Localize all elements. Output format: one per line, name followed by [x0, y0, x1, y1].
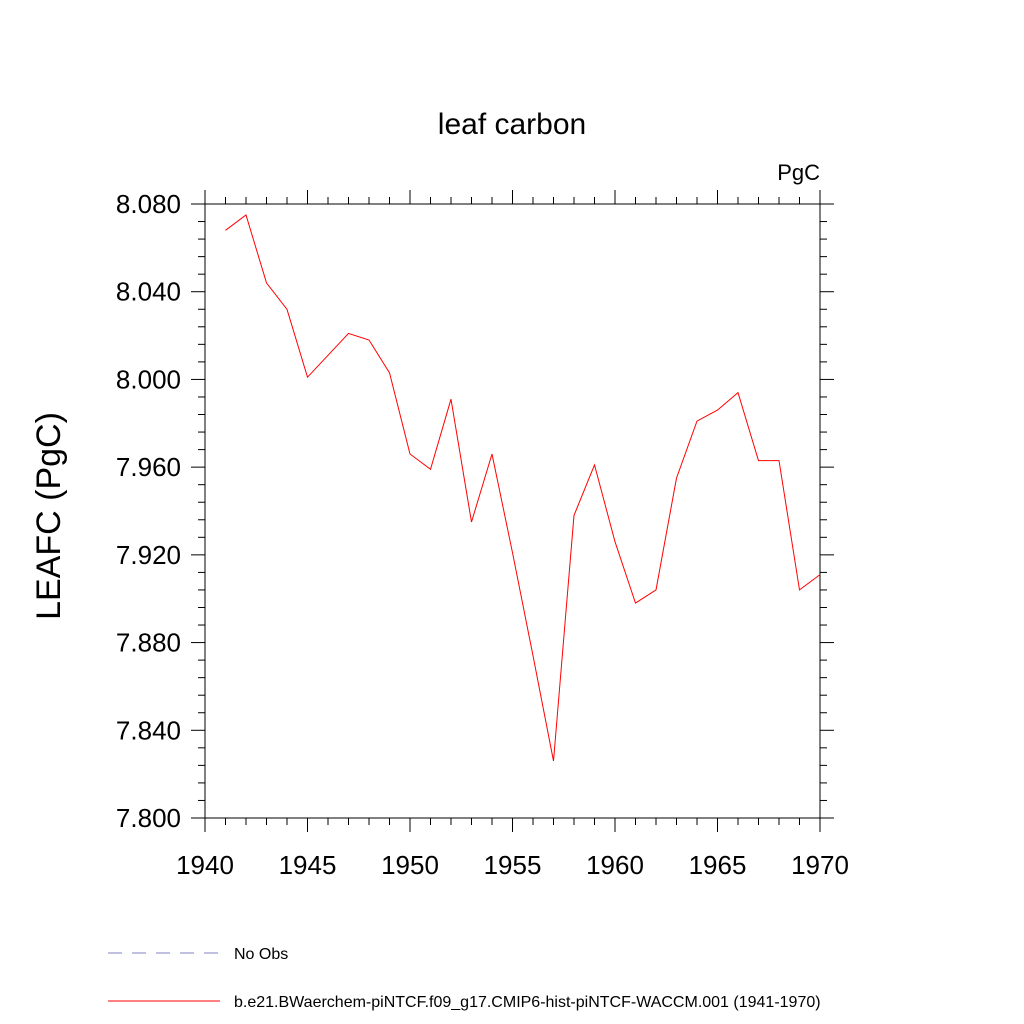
series-line-1: [225, 214, 821, 762]
plot-area: 1940 1945 1950 1955 1960 1965 1970 7.8007.8407…: [116, 189, 849, 880]
series-lines: [225, 214, 821, 762]
y-tick-label: 8.000: [116, 364, 181, 394]
x-tick-label: 1940: [176, 850, 234, 880]
legend-label-model-run: b.e21.BWaerchem-piNTCF.f09_g17.CMIP6-his…: [234, 994, 821, 1011]
y-tick-label: 7.960: [116, 452, 181, 482]
units-label: PgC: [777, 160, 820, 185]
y-tick-label: 7.880: [116, 628, 181, 658]
x-tick-label: 1965: [689, 850, 747, 880]
y-tick-label: 7.840: [116, 715, 181, 745]
major-ticks: [191, 190, 834, 832]
legend-item-no-obs: No Obs: [108, 946, 288, 963]
x-tick-label: 1955: [484, 850, 542, 880]
x-tick-label: 1945: [279, 850, 337, 880]
y-tick-label: 8.080: [116, 189, 181, 219]
x-tick-label: 1960: [586, 850, 644, 880]
y-axis-label: LEAFC (PgC): [30, 412, 68, 620]
y-tick-label: 7.800: [116, 803, 181, 833]
y-tick-label: 7.920: [116, 540, 181, 570]
legend-item-model-run: b.e21.BWaerchem-piNTCF.f09_g17.CMIP6-his…: [108, 994, 821, 1011]
x-tick-label: 1970: [791, 850, 849, 880]
x-tick-label: 1950: [381, 850, 439, 880]
x-tick-labels: 1940 1945 1950 1955 1960 1965 1970: [176, 850, 849, 880]
legend-label-no-obs: No Obs: [234, 946, 288, 963]
legend: No Obs b.e21.BWaerchem-piNTCF.f09_g17.CM…: [108, 946, 821, 1011]
minor-ticks: [198, 197, 827, 825]
plot-frame: [204, 203, 821, 819]
y-tick-labels: 7.800 7.840 7.880 7.920 7.960 8.000 8.040 8.080: [116, 189, 181, 833]
chart-title: leaf carbon: [438, 108, 586, 141]
y-tick-label: 8.040: [116, 277, 181, 307]
